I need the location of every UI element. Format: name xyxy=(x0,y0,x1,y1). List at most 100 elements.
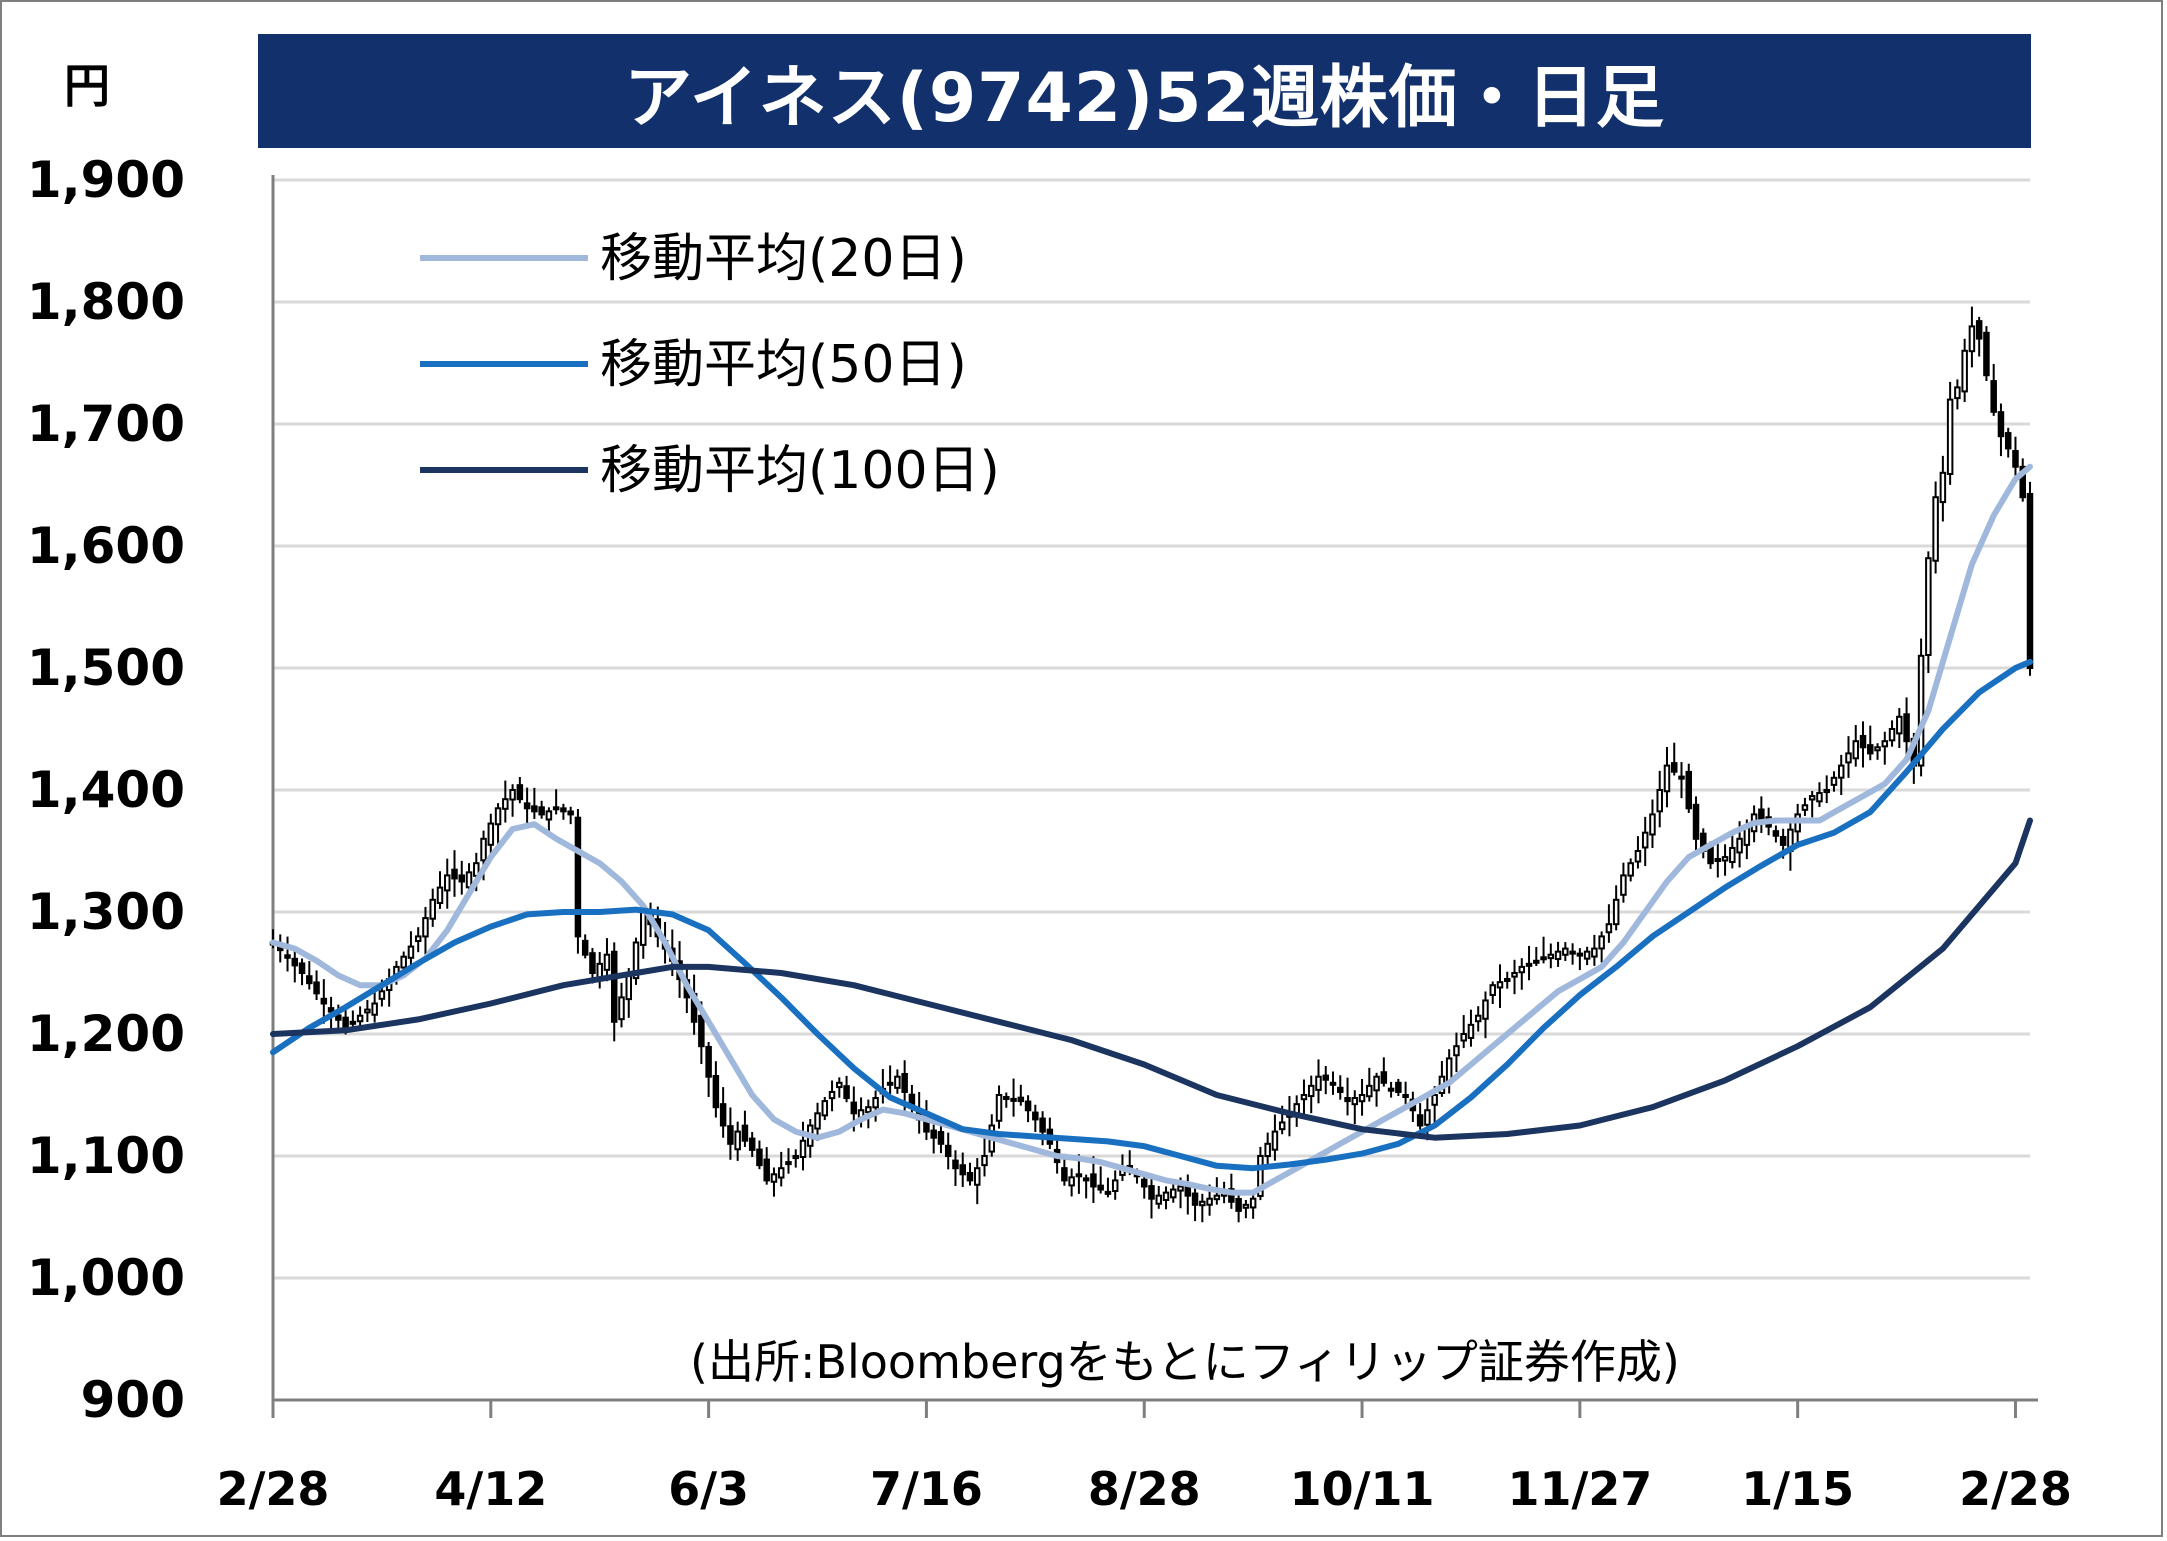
candle-body xyxy=(1772,830,1780,837)
candle-body xyxy=(552,806,560,811)
candle-body xyxy=(1395,1081,1402,1093)
y-tick-label: 1,100 xyxy=(27,1127,185,1185)
legend-ma100-label: 移動平均(100日) xyxy=(600,441,1000,501)
candle-body xyxy=(1206,1197,1213,1206)
candle-body xyxy=(843,1085,850,1100)
candle-body xyxy=(465,871,473,889)
candle-body xyxy=(1373,1075,1380,1092)
candle-body xyxy=(734,1130,741,1151)
candle-body xyxy=(901,1072,908,1093)
y-tick-label: 1,000 xyxy=(27,1249,185,1307)
candle-body xyxy=(1932,496,1939,562)
y-tick-label: 1,700 xyxy=(27,395,185,453)
candle-body xyxy=(1061,1167,1068,1182)
candle-body xyxy=(712,1075,720,1109)
candle-body xyxy=(1380,1071,1388,1084)
candle-body xyxy=(349,1020,357,1025)
candle-body xyxy=(1344,1097,1351,1103)
candle-body xyxy=(1692,803,1700,840)
candle-body xyxy=(1641,831,1649,849)
candle-body xyxy=(785,1161,792,1166)
candle-body xyxy=(886,1081,894,1086)
y-tick-labels: 900 1,000 1,100 1,200 1,300 1,400 1,500 1,600 1,… xyxy=(27,151,185,1429)
candle-body xyxy=(966,1171,974,1182)
candle-body xyxy=(538,806,545,816)
candle-body xyxy=(952,1159,959,1170)
candle-body xyxy=(1620,874,1627,896)
candle-body xyxy=(930,1129,937,1139)
candle-body xyxy=(799,1139,807,1159)
candle-body xyxy=(1271,1130,1279,1151)
candle-body xyxy=(1329,1081,1337,1086)
candle-body xyxy=(1801,804,1809,811)
candle-body xyxy=(1213,1194,1221,1201)
candle-body xyxy=(1322,1074,1329,1081)
candle-body xyxy=(836,1081,843,1089)
candle-body xyxy=(640,911,647,946)
candle-body xyxy=(342,1016,349,1029)
x-tick-label: 10/11 xyxy=(1290,1462,1435,1516)
candle-body xyxy=(1416,1114,1424,1127)
candle-body xyxy=(1852,740,1860,760)
candle-body xyxy=(777,1167,785,1179)
candle-body xyxy=(763,1158,770,1182)
candle-body xyxy=(589,952,596,974)
candle-body xyxy=(1496,981,1504,989)
legend: 移動平均(20日) 移動平均(50日) 移動平均(100日) xyxy=(420,229,1000,501)
candle-body xyxy=(531,805,538,813)
candle-body xyxy=(1554,950,1562,960)
daily-candles xyxy=(269,306,2034,1223)
candle-body xyxy=(1649,813,1656,836)
candle-body xyxy=(1954,386,1961,400)
candle-body xyxy=(1612,898,1620,926)
legend-ma50-label: 移動平均(50日) xyxy=(600,335,967,395)
candle-body xyxy=(1714,857,1722,862)
candle-body xyxy=(1547,953,1555,960)
candle-body xyxy=(937,1131,945,1145)
candle-body xyxy=(1032,1111,1039,1121)
candle-body xyxy=(1003,1096,1010,1101)
candle-body xyxy=(1779,835,1787,846)
candle-body xyxy=(705,1045,712,1078)
candle-body xyxy=(1670,762,1678,773)
candle-body xyxy=(2004,432,2012,450)
candle-body xyxy=(1845,752,1852,764)
candle-body xyxy=(959,1164,966,1176)
candle-body xyxy=(1068,1176,1075,1187)
candle-body xyxy=(1257,1155,1264,1197)
candle-body xyxy=(509,789,516,801)
candle-body xyxy=(1482,999,1489,1020)
candle-body xyxy=(1939,471,1947,504)
candle-body xyxy=(523,802,531,810)
x-tick-label: 11/27 xyxy=(1507,1462,1652,1516)
candle-body xyxy=(1975,320,1983,340)
candle-body xyxy=(1823,789,1830,794)
candle-body xyxy=(494,807,502,826)
candle-body xyxy=(1721,856,1729,862)
candle-body xyxy=(1576,952,1584,957)
candle-body xyxy=(1997,411,2005,438)
legend-ma20-label: 移動平均(20日) xyxy=(600,229,967,289)
candle-body xyxy=(632,941,640,980)
candle-body xyxy=(1431,1094,1438,1106)
chart-title: アイネス(9742)52週株価・日足 xyxy=(258,34,2031,148)
candle-body xyxy=(1264,1142,1271,1158)
candle-body xyxy=(1504,977,1511,982)
candle-body xyxy=(1946,398,1954,475)
candle-body xyxy=(1540,956,1547,961)
candle-body xyxy=(981,1155,988,1167)
candle-body xyxy=(1961,349,1968,393)
candle-body xyxy=(1562,947,1569,956)
candle-body xyxy=(610,950,618,1023)
candle-body xyxy=(1453,1045,1460,1057)
candle-body xyxy=(1177,1185,1184,1192)
candle-body xyxy=(1337,1086,1344,1093)
candle-body xyxy=(1148,1185,1155,1200)
x-tick-label: 7/16 xyxy=(870,1462,983,1516)
axes xyxy=(271,175,2038,1418)
candle-body xyxy=(1656,789,1663,813)
x-tick-label: 4/12 xyxy=(434,1462,547,1516)
candle-body xyxy=(1627,862,1634,877)
candle-body xyxy=(727,1125,734,1145)
candle-body xyxy=(1511,972,1518,978)
